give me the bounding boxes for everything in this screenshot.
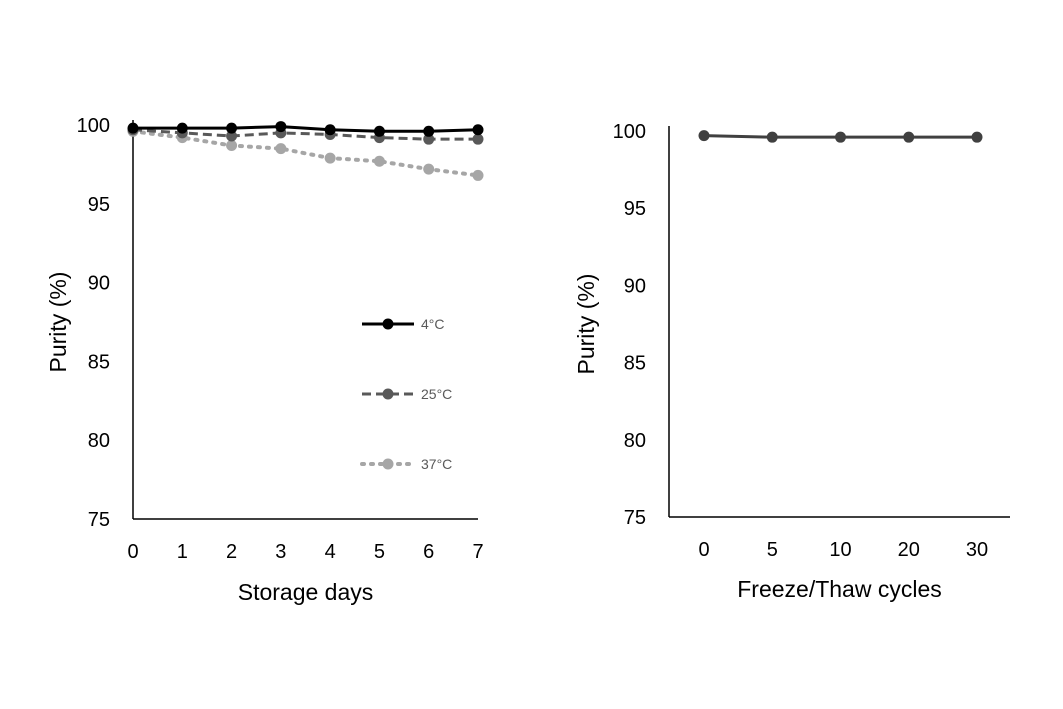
x-tick-label: 1	[177, 541, 188, 563]
data-point-s0-4	[324, 124, 336, 136]
data-point-s1-2	[226, 130, 238, 142]
y-tick-label: 100	[77, 115, 110, 137]
series-line-2	[131, 129, 480, 178]
data-point-s2-7	[472, 169, 484, 181]
legend-marker-1	[382, 388, 394, 400]
y-tick-label: 95	[624, 198, 646, 220]
x-tick-label: 7	[472, 541, 483, 563]
data-point-s2-4	[324, 152, 336, 164]
legend-label: 25°C	[421, 386, 452, 402]
x-axis-title: Storage days	[238, 579, 374, 605]
data-point-s0-0	[698, 130, 710, 142]
legend-label: 37°C	[421, 456, 452, 472]
data-point-s0-1	[176, 122, 188, 134]
y-tick-label: 90	[624, 275, 646, 297]
data-point-s0-3	[275, 121, 287, 133]
data-point-s0-2	[226, 122, 238, 134]
data-point-s0-5	[373, 125, 385, 137]
data-point-s2-3	[275, 143, 287, 155]
y-tick-label: 80	[88, 430, 110, 452]
x-tick-label: 4	[325, 541, 336, 563]
x-tick-label: 30	[966, 539, 988, 561]
y-tick-label: 95	[88, 194, 110, 216]
y-tick-label: 80	[624, 430, 646, 452]
data-point-s0-4	[971, 131, 983, 143]
data-point-s2-2	[226, 139, 238, 151]
y-tick-label: 90	[88, 273, 110, 295]
chart-storage-days: 75 80 85 90 95 100 0 1 2 3 4 5 6 7 Storage days Purity …	[45, 115, 484, 605]
x-tick-label: 3	[275, 541, 286, 563]
legend-marker-2	[382, 458, 394, 470]
y-tick-label: 85	[88, 351, 110, 373]
y-axis-title: Purity (%)	[573, 274, 599, 375]
data-point-s0-7	[472, 124, 484, 136]
series-line-0	[133, 125, 479, 133]
data-point-s1-6	[423, 133, 435, 145]
data-point-s0-2	[835, 131, 846, 143]
y-tick-label: 85	[624, 353, 646, 375]
data-point-s1-7	[472, 133, 484, 145]
x-tick-label: 0	[698, 539, 709, 561]
x-axis-title: Freeze/Thaw cycles	[737, 576, 942, 602]
legend-label: 4°C	[421, 316, 445, 332]
data-point-s2-6	[423, 163, 435, 175]
data-point-s0-6	[423, 125, 435, 137]
x-tick-label: 2	[226, 541, 237, 563]
y-axis-title: Purity (%)	[45, 272, 71, 373]
x-tick-label: 20	[898, 539, 920, 561]
series-line-1	[132, 128, 478, 141]
data-point-s0-0	[127, 122, 139, 134]
x-tick-label: 0	[127, 541, 138, 563]
y-tick-label: 75	[624, 507, 646, 529]
data-point-s0-3	[903, 131, 915, 143]
y-tick-label: 100	[613, 121, 646, 143]
x-tick-label: 5	[767, 539, 778, 561]
chart-freeze-thaw: 75 80 85 90 95 100 0 5 10 20 30 Freeze/Thaw cycles P…	[573, 121, 1010, 602]
legend-marker-0	[382, 318, 394, 330]
y-tick-label: 75	[88, 509, 110, 531]
x-tick-label: 6	[423, 541, 434, 563]
x-tick-label: 10	[829, 539, 851, 561]
x-tick-label: 5	[374, 541, 385, 563]
data-point-s0-1	[766, 131, 778, 143]
data-point-s2-5	[373, 155, 385, 167]
